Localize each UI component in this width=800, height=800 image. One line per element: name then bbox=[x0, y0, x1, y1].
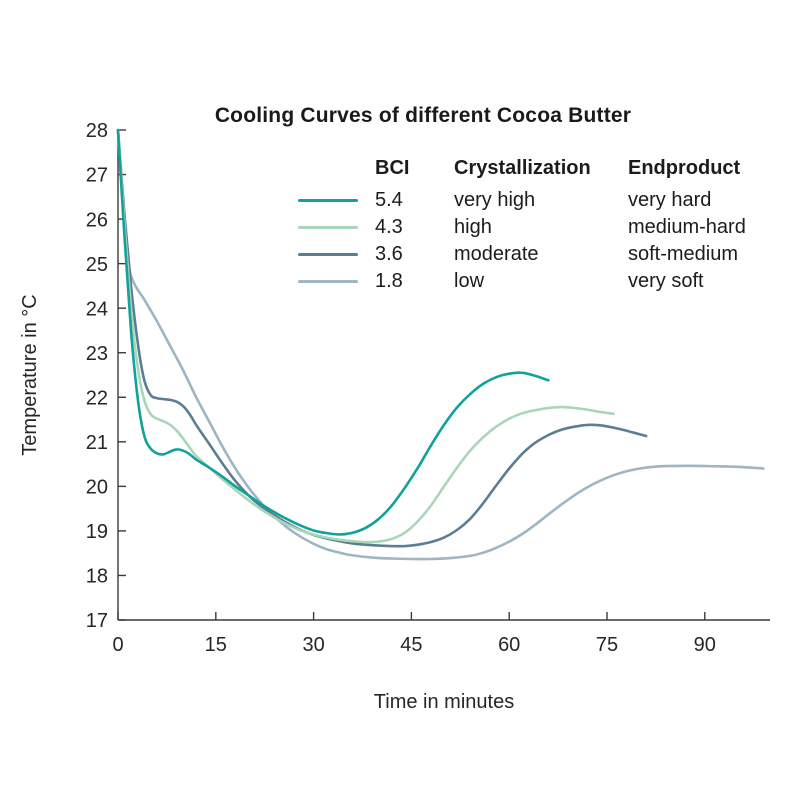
legend-endproduct-value: very soft bbox=[628, 270, 704, 292]
curve-3.6 bbox=[116, 128, 648, 548]
legend-bci-value: 5.4 bbox=[375, 189, 403, 211]
x-tick-label: 15 bbox=[205, 634, 227, 656]
x-tick-label: 30 bbox=[302, 634, 324, 656]
y-axis-label: Temperature in °C bbox=[19, 294, 41, 455]
legend-crystallization-value: high bbox=[454, 216, 492, 238]
legend-crystallization-value: moderate bbox=[454, 243, 539, 265]
chart-title: Cooling Curves of different Cocoa Butter bbox=[214, 104, 632, 127]
y-tick-label: 21 bbox=[86, 432, 108, 454]
y-tick-label: 19 bbox=[86, 521, 108, 543]
x-tick-label: 0 bbox=[112, 634, 123, 656]
y-tick-label: 18 bbox=[86, 566, 108, 588]
y-tick-label: 22 bbox=[86, 387, 108, 409]
legend-bci-value: 4.3 bbox=[375, 216, 403, 238]
x-tick-label: 75 bbox=[596, 634, 618, 656]
legend-header-crystallization: Crystallization bbox=[454, 157, 591, 179]
x-tick-label: 60 bbox=[498, 634, 520, 656]
y-tick-label: 25 bbox=[86, 254, 108, 276]
curve-4.3 bbox=[116, 128, 615, 544]
legend-bci-value: 1.8 bbox=[375, 270, 403, 292]
legend-header-bci: BCI bbox=[375, 157, 410, 179]
legend-line-icon bbox=[298, 226, 358, 229]
legend-header-endproduct: Endproduct bbox=[628, 157, 741, 179]
legend-line-swatch-5.4 bbox=[298, 187, 375, 214]
x-tick-label: 45 bbox=[400, 634, 422, 656]
legend-swatch-header bbox=[298, 156, 375, 187]
legend-crystallization-value: low bbox=[454, 270, 485, 292]
y-tick-label: 24 bbox=[86, 298, 108, 320]
y-tick-label: 20 bbox=[86, 477, 108, 499]
y-tick-label: 26 bbox=[86, 209, 108, 231]
y-tick-label: 23 bbox=[86, 343, 108, 365]
legend-endproduct-value: soft-medium bbox=[628, 243, 739, 265]
x-tick-label: 90 bbox=[694, 634, 716, 656]
legend-line-icon bbox=[298, 280, 358, 283]
curve-1.8 bbox=[116, 128, 765, 561]
legend-line-swatch-1.8 bbox=[298, 268, 375, 295]
legend-line-icon bbox=[298, 199, 358, 202]
y-tick-label: 28 bbox=[86, 120, 108, 142]
legend-endproduct-value: very hard bbox=[628, 189, 712, 211]
chart-legend: BCI Crystallization Endproduct 5.4 very h… bbox=[298, 156, 746, 295]
legend-line-swatch-3.6 bbox=[298, 241, 375, 268]
y-tick-label: 17 bbox=[86, 610, 108, 632]
curve-5.4 bbox=[116, 128, 550, 536]
x-axis-label: Time in minutes bbox=[374, 691, 514, 713]
legend-crystallization-value: very high bbox=[454, 189, 536, 211]
legend-line-swatch-4.3 bbox=[298, 214, 375, 241]
legend-line-icon bbox=[298, 253, 358, 256]
legend-bci-value: 3.6 bbox=[375, 243, 403, 265]
y-tick-label: 27 bbox=[86, 165, 108, 187]
legend-endproduct-value: medium-hard bbox=[628, 216, 746, 238]
